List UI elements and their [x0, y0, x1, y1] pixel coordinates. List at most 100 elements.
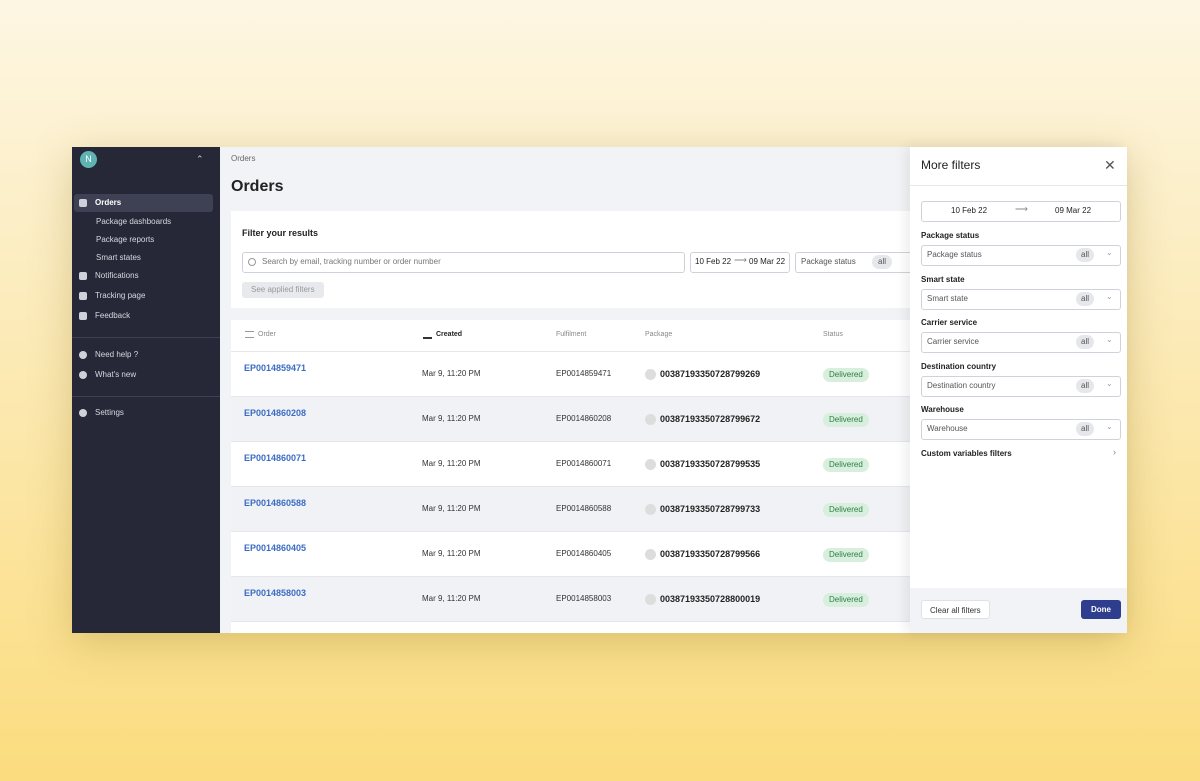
filter-value: all — [1076, 248, 1095, 262]
nav-item[interactable]: Package reports — [96, 235, 155, 244]
filter-placeholder: Smart state — [927, 293, 968, 303]
nav-icon — [79, 199, 87, 207]
carrier-dot — [645, 414, 656, 425]
fulfilment: EP0014860405 — [556, 549, 612, 558]
order-link[interactable]: EP0014860071 — [244, 453, 307, 463]
help-item[interactable]: Need help ? — [95, 350, 139, 359]
sort-icon — [245, 331, 254, 338]
row-divider — [231, 351, 910, 352]
filter-label: Package status — [921, 231, 980, 240]
table-row[interactable] — [231, 397, 910, 442]
nav-item[interactable]: Orders — [95, 198, 122, 207]
column-header: Status — [823, 331, 843, 338]
created: Mar 9, 11:20 PM — [422, 369, 481, 378]
help-icon — [79, 351, 87, 359]
dropdown-caret: ⌄ — [1106, 335, 1113, 344]
search-icon — [248, 258, 256, 266]
panel-date-from: 10 Feb 22 — [951, 206, 988, 215]
settings[interactable]: Settings — [95, 408, 124, 417]
date-from: 10 Feb 22 — [695, 257, 732, 266]
applied-button[interactable]: See applied filters — [242, 282, 324, 298]
filter-select[interactable] — [921, 332, 1121, 353]
column-header: Fulfilment — [556, 331, 587, 338]
carrier-dot — [645, 369, 656, 380]
dropdown-caret: ⌄ — [1106, 378, 1113, 388]
close-button[interactable]: ✕ — [1104, 157, 1116, 173]
date-box[interactable] — [690, 252, 790, 273]
filter-select[interactable] — [921, 288, 1121, 310]
order-link[interactable]: EP0014860405 — [244, 543, 307, 553]
filter-placeholder: Carrier service — [927, 337, 980, 346]
created: Mar 9, 11:20 PM — [422, 594, 481, 603]
divider — [72, 396, 220, 397]
filter-placeholder: Package status — [927, 250, 982, 259]
filter-placeholder: Warehouse — [927, 424, 968, 433]
status-box[interactable] — [795, 252, 910, 273]
table-row[interactable] — [231, 487, 910, 532]
status-badge: Delivered — [823, 548, 869, 562]
nav-item[interactable]: Package dashboards — [96, 217, 172, 226]
workspace-switch[interactable]: ⌃ — [196, 154, 204, 164]
avatar[interactable]: N — [80, 151, 97, 168]
nav-item[interactable]: Smart states — [96, 253, 141, 262]
panel-date-box[interactable] — [921, 201, 1121, 222]
status-value: all — [872, 255, 893, 269]
order-link[interactable]: EP0014858003 — [244, 588, 307, 598]
help-item[interactable]: What's new — [95, 370, 137, 379]
nav-icon — [79, 292, 87, 300]
filter-value: all — [1076, 422, 1095, 436]
clear-button[interactable]: Clear all filters — [921, 600, 990, 619]
created: Mar 9, 11:20 PM — [422, 549, 481, 558]
filter-label: Carrier service — [921, 318, 978, 327]
table-row[interactable] — [231, 442, 910, 487]
package-number: 00387193350728799535 — [660, 459, 761, 469]
filter-value: all — [1076, 291, 1095, 306]
done-button[interactable]: Done — [1081, 600, 1121, 619]
custom-filters[interactable]: Custom variables filters — [921, 449, 1012, 458]
package-number: 00387193350728799566 — [660, 549, 761, 559]
breadcrumb[interactable]: Orders — [231, 154, 256, 163]
filter-select[interactable] — [921, 375, 1121, 397]
carrier-dot — [645, 549, 656, 560]
filter-label: Warehouse — [921, 405, 964, 414]
fulfilment: EP0014860071 — [556, 459, 612, 468]
dropdown-caret: ⌄ — [1106, 248, 1113, 257]
fulfilment: EP0014860208 — [556, 414, 612, 423]
table-row[interactable] — [231, 352, 910, 397]
nav-item[interactable]: Notifications — [95, 271, 139, 280]
filter-placeholder: Destination country — [927, 380, 996, 390]
date-arrow: ⟶ — [1015, 204, 1028, 214]
package-number: 00387193350728799269 — [660, 369, 761, 379]
dropdown-caret: ⌄ — [1106, 422, 1113, 431]
carrier-dot — [645, 459, 656, 470]
status-badge: Delivered — [823, 368, 869, 382]
status-badge: Delivered — [823, 458, 869, 472]
page-title: Orders — [231, 178, 284, 195]
status-badge: Delivered — [823, 593, 869, 607]
table-row[interactable] — [231, 532, 910, 577]
package-number: 00387193350728799733 — [660, 504, 761, 514]
filter-select[interactable] — [921, 245, 1121, 266]
package-number: 00387193350728800019 — [660, 594, 761, 604]
status-badge: Delivered — [823, 503, 869, 517]
search-box[interactable] — [242, 252, 685, 273]
order-link[interactable]: EP0014859471 — [244, 363, 307, 373]
filter-select[interactable] — [921, 419, 1121, 440]
order-link[interactable]: EP0014860588 — [244, 498, 307, 508]
order-link[interactable]: EP0014860208 — [244, 408, 307, 418]
date-to: 09 Mar 22 — [749, 257, 786, 266]
filter-value: all — [1076, 335, 1095, 349]
nav-icon — [79, 272, 87, 280]
chevron: › — [1113, 447, 1116, 457]
nav-item[interactable]: Tracking page — [95, 291, 146, 300]
dropdown-caret: ⌄ — [1106, 291, 1113, 301]
fulfilment: EP0014858003 — [556, 594, 612, 603]
table-row[interactable] — [231, 577, 910, 622]
nav-item[interactable]: Feedback — [95, 311, 131, 320]
nav-icon — [79, 312, 87, 320]
panel-date-to: 09 Mar 22 — [1055, 206, 1092, 215]
carrier-dot — [645, 504, 656, 515]
nav-active — [74, 194, 213, 212]
sort-icon — [423, 330, 432, 339]
